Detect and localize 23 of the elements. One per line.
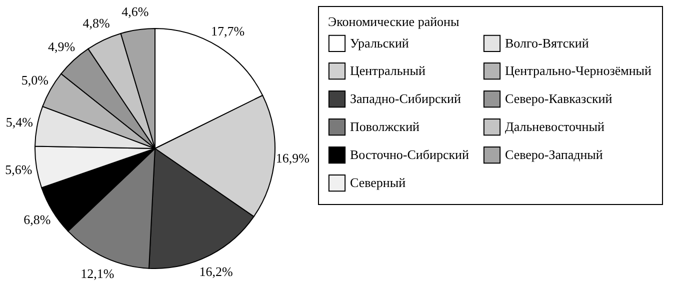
data-label: 16,9% bbox=[276, 150, 310, 166]
data-label: 4,8% bbox=[82, 16, 110, 31]
data-label: 5,0% bbox=[21, 72, 49, 88]
legend-label: Центрально-Чернозёмный bbox=[505, 63, 652, 78]
data-label: 6,8% bbox=[24, 212, 51, 228]
legend-label: Северный bbox=[350, 175, 406, 190]
legend-label: Волго-Вятский bbox=[505, 35, 589, 50]
data-label: 12,1% bbox=[80, 266, 114, 281]
data-label: 17,7% bbox=[211, 23, 245, 38]
data-label: 5,6% bbox=[5, 162, 32, 178]
data-label: 4,6% bbox=[122, 4, 149, 19]
legend-label: Восточно-Сибирский bbox=[350, 147, 470, 162]
legend-label: Центральный bbox=[350, 63, 426, 78]
legend-label: Дальневосточный bbox=[505, 119, 604, 134]
legend-label: Северо-Западный bbox=[505, 147, 603, 162]
data-label: 4,9% bbox=[48, 39, 76, 54]
data-label: 5,4% bbox=[6, 114, 34, 130]
legend-title: Экономические районы bbox=[328, 14, 460, 29]
legend-label: Северо-Кавказский bbox=[505, 91, 612, 106]
legend-label: Поволжский bbox=[350, 119, 420, 134]
data-label: 16,2% bbox=[199, 264, 234, 280]
legend-label: Западно-Сибирский bbox=[350, 91, 461, 106]
legend-label: Уральский bbox=[350, 35, 409, 50]
